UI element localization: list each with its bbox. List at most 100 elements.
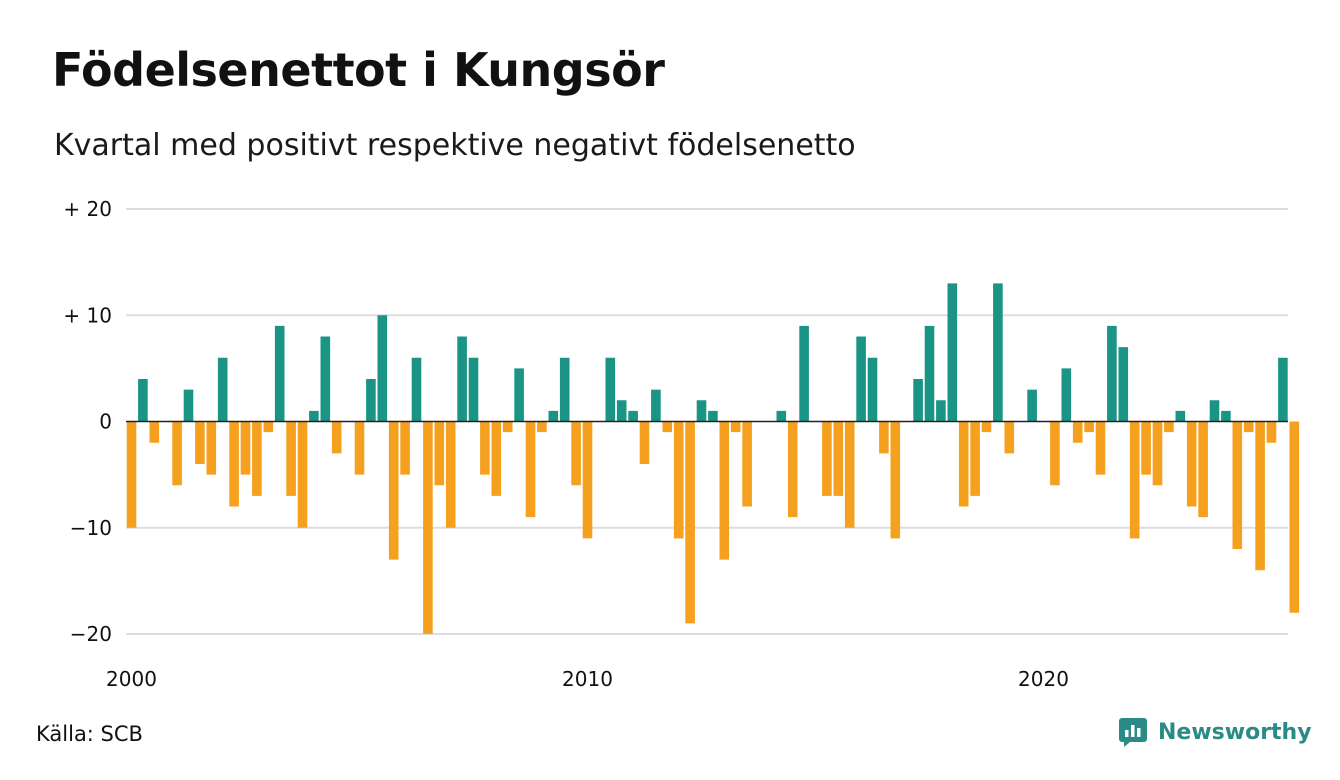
bar xyxy=(309,410,319,422)
bar xyxy=(1175,410,1186,422)
bar xyxy=(1072,421,1083,443)
chart-title: Födelsenettot i Kungsör xyxy=(52,43,665,97)
brand-logo: Newsworthy xyxy=(1118,712,1312,752)
bar xyxy=(993,283,1003,422)
bar xyxy=(480,421,490,475)
source-note: Källa: SCB xyxy=(36,722,143,746)
bar xyxy=(252,421,262,496)
bar xyxy=(297,421,308,528)
bar xyxy=(913,379,923,422)
bar xyxy=(1061,368,1072,422)
bar xyxy=(559,357,570,422)
bar xyxy=(1266,421,1277,443)
bar xyxy=(354,421,365,475)
bar xyxy=(719,421,730,560)
bar xyxy=(537,421,547,433)
gridlines xyxy=(126,208,1288,635)
bar xyxy=(548,410,559,422)
bar xyxy=(468,357,479,422)
bar xyxy=(263,421,274,433)
bar xyxy=(525,421,536,518)
bar xyxy=(1129,421,1140,539)
bars xyxy=(126,283,1300,634)
bar xyxy=(149,421,160,443)
bar xyxy=(924,325,935,422)
bar xyxy=(126,421,137,528)
bar xyxy=(274,325,285,422)
bar xyxy=(1164,421,1174,433)
bar xyxy=(571,421,581,486)
bar xyxy=(639,421,650,464)
bar xyxy=(400,421,410,475)
newsworthy-logo-icon xyxy=(1119,718,1147,747)
x-tick-label: 2020 xyxy=(1018,667,1069,691)
bar xyxy=(582,421,593,539)
brand-name: Newsworthy xyxy=(1158,719,1312,745)
bar xyxy=(833,421,844,496)
x-tick-label: 2000 xyxy=(106,667,157,691)
bar xyxy=(286,421,296,496)
bar xyxy=(1255,421,1265,571)
bar xyxy=(457,336,467,422)
bar xyxy=(445,421,456,528)
bar xyxy=(970,421,980,496)
bar xyxy=(708,410,718,422)
bar xyxy=(1186,421,1197,507)
bar xyxy=(628,410,638,422)
bar xyxy=(1209,400,1220,422)
bar xyxy=(1084,421,1094,433)
bar xyxy=(890,421,901,539)
bar xyxy=(320,336,331,422)
bar xyxy=(799,325,809,422)
bar xyxy=(1107,325,1117,422)
bar xyxy=(183,389,194,422)
bar xyxy=(217,357,228,422)
y-tick-label: + 20 xyxy=(63,197,112,221)
bar xyxy=(651,389,661,422)
bar xyxy=(172,421,182,486)
bar xyxy=(867,357,878,422)
bar xyxy=(685,421,695,624)
bar xyxy=(331,421,342,454)
bar xyxy=(1221,410,1231,422)
bar xyxy=(936,400,946,422)
bar xyxy=(1198,421,1208,518)
bar xyxy=(423,421,433,634)
bar xyxy=(377,315,388,422)
bar xyxy=(388,421,399,560)
bar xyxy=(673,421,684,539)
bar xyxy=(662,421,673,433)
bar xyxy=(947,283,958,422)
y-tick-label: 0 xyxy=(99,410,112,434)
bar xyxy=(958,421,969,507)
bar xyxy=(856,336,866,422)
bar xyxy=(1278,357,1288,422)
bar xyxy=(879,421,889,454)
bar xyxy=(776,410,787,422)
bar xyxy=(822,421,832,496)
bar xyxy=(434,421,445,486)
bar xyxy=(1152,421,1163,486)
bar xyxy=(1118,347,1129,422)
bar xyxy=(514,368,524,422)
bar xyxy=(1027,389,1037,422)
chart-subtitle: Kvartal med positivt respektive negativt… xyxy=(54,128,856,163)
bar xyxy=(730,421,741,433)
y-tick-label: −10 xyxy=(70,516,112,540)
bar xyxy=(1141,421,1151,475)
bar xyxy=(240,421,251,475)
bar xyxy=(1232,421,1243,549)
bar xyxy=(411,357,422,422)
bar xyxy=(1050,421,1060,486)
bar xyxy=(138,379,148,422)
bar xyxy=(206,421,217,475)
x-tick-label: 2010 xyxy=(562,667,613,691)
bar xyxy=(1289,421,1300,613)
y-tick-label: −20 xyxy=(70,622,112,646)
bar xyxy=(981,421,992,433)
bar xyxy=(195,421,205,464)
bar xyxy=(605,357,616,422)
bar xyxy=(1095,421,1106,475)
bar xyxy=(1243,421,1254,433)
